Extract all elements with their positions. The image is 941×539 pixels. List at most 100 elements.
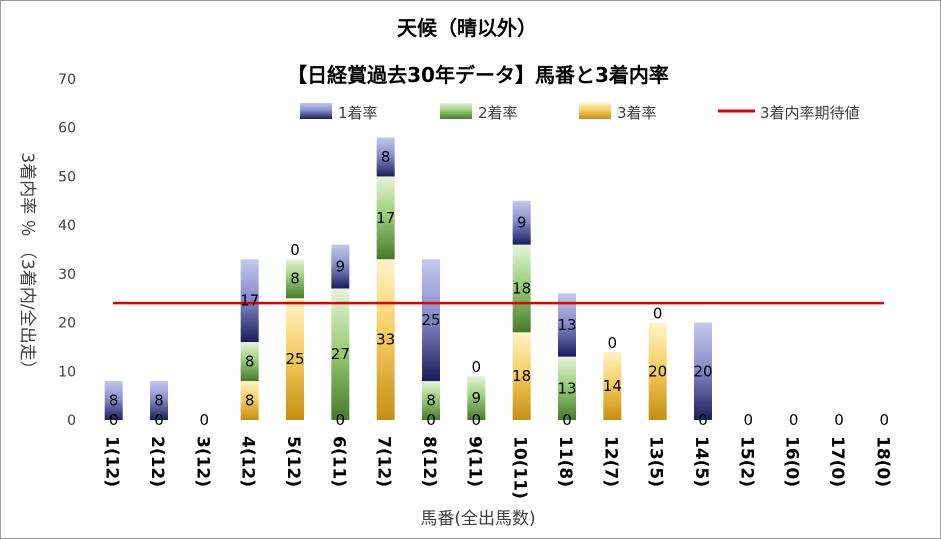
data-label: 0 bbox=[472, 411, 482, 429]
data-label: 8 bbox=[154, 392, 164, 410]
data-label: 0 bbox=[290, 241, 300, 259]
data-label: 8 bbox=[290, 270, 300, 288]
bar-first-4 bbox=[240, 259, 259, 343]
bar-second-11 bbox=[558, 356, 576, 420]
data-label: 9 bbox=[472, 389, 482, 407]
data-label: 27 bbox=[331, 345, 350, 363]
x-tick-label: 4(12) bbox=[238, 436, 258, 487]
data-label: 0 bbox=[109, 411, 119, 429]
bar-third-10 bbox=[512, 332, 531, 420]
data-label: 8 bbox=[381, 148, 391, 166]
x-tick-label: 11(8) bbox=[555, 436, 575, 487]
bar-second-7 bbox=[376, 176, 395, 260]
chart-subtitle: 【日経賞過去30年データ】馬番と3着内率 bbox=[287, 63, 669, 87]
y-tick-label: 0 bbox=[67, 413, 76, 429]
data-label: 13 bbox=[557, 379, 576, 397]
data-label: 13 bbox=[557, 316, 576, 334]
legend-label-1: 1着率 bbox=[338, 104, 378, 122]
data-label: 8 bbox=[426, 392, 436, 410]
x-tick-label: 5(12) bbox=[283, 436, 303, 487]
x-tick-label: 13(5) bbox=[646, 436, 666, 487]
bar-first-1 bbox=[104, 381, 123, 420]
x-tick-label: 1(12) bbox=[102, 436, 122, 487]
y-tick-label: 60 bbox=[58, 121, 76, 137]
data-label: 33 bbox=[376, 331, 395, 349]
legend-label-expected: 3着内率期待値 bbox=[760, 104, 860, 122]
data-label: 9 bbox=[336, 258, 346, 276]
x-tick-label: 10(11) bbox=[510, 436, 530, 499]
x-tick-label: 7(12) bbox=[374, 436, 394, 487]
x-tick-label: 9(11) bbox=[464, 436, 484, 487]
bar-third-13 bbox=[648, 322, 667, 420]
data-label: 0 bbox=[472, 358, 482, 376]
data-label: 0 bbox=[200, 411, 210, 429]
legend-swatch-2 bbox=[440, 103, 472, 119]
y-tick-label: 50 bbox=[58, 169, 76, 185]
data-label: 25 bbox=[421, 311, 440, 329]
y-axis-ticks: 0 10 20 30 40 50 60 70 bbox=[58, 72, 76, 429]
x-axis-title: 馬番(全出馬数) bbox=[420, 509, 535, 529]
data-label: 0 bbox=[789, 411, 799, 429]
bars bbox=[104, 137, 712, 420]
data-label: 0 bbox=[336, 411, 346, 429]
x-tick-label: 2(12) bbox=[147, 436, 167, 487]
x-tick-label: 15(2) bbox=[736, 436, 756, 487]
x-tick-label: 18(0) bbox=[872, 436, 892, 487]
y-tick-label: 20 bbox=[58, 316, 76, 332]
x-tick-label: 16(0) bbox=[782, 436, 802, 487]
bar-third-7 bbox=[376, 259, 395, 420]
y-tick-label: 10 bbox=[58, 364, 76, 380]
data-label: 17 bbox=[240, 292, 259, 310]
bar-second-4 bbox=[240, 342, 259, 382]
data-label: 0 bbox=[608, 334, 618, 352]
bar-third-4 bbox=[240, 381, 259, 420]
data-label: 0 bbox=[744, 411, 754, 429]
legend-label-3: 3着率 bbox=[617, 104, 657, 122]
data-label: 8 bbox=[245, 392, 255, 410]
bar-first-8 bbox=[422, 259, 440, 382]
bar-second-10 bbox=[512, 244, 531, 333]
data-label: 8 bbox=[109, 392, 119, 410]
data-label: 0 bbox=[880, 411, 890, 429]
data-label: 25 bbox=[285, 350, 304, 368]
legend-label-2: 2着率 bbox=[478, 104, 518, 122]
bar-second-5 bbox=[286, 259, 304, 299]
data-label: 9 bbox=[517, 214, 527, 232]
chart-title: 天候（晴以外） bbox=[397, 16, 537, 40]
y-axis-title: 3着内率 ％ （3着内/全出走） bbox=[17, 152, 37, 377]
data-label: 14 bbox=[603, 377, 622, 395]
data-label: 0 bbox=[154, 411, 164, 429]
data-label: 20 bbox=[648, 362, 667, 380]
bar-first-11 bbox=[558, 293, 576, 357]
data-label: 0 bbox=[834, 411, 844, 429]
data-label: 0 bbox=[698, 411, 708, 429]
bar-first-7 bbox=[376, 137, 395, 177]
x-tick-label: 12(7) bbox=[600, 436, 620, 487]
bar-third-12 bbox=[603, 351, 622, 420]
bar-second-6 bbox=[331, 288, 350, 420]
x-tick-label: 3(12) bbox=[192, 436, 212, 487]
data-label: 18 bbox=[512, 279, 531, 297]
bar-first-6 bbox=[331, 244, 350, 289]
y-tick-label: 30 bbox=[58, 267, 76, 283]
x-tick-label: 14(5) bbox=[691, 436, 711, 487]
data-label: 8 bbox=[245, 353, 255, 371]
data-label: 20 bbox=[693, 362, 712, 380]
bar-second-8 bbox=[422, 381, 440, 420]
bar-first-2 bbox=[150, 381, 168, 420]
data-label: 18 bbox=[512, 367, 531, 385]
y-tick-label: 40 bbox=[58, 218, 76, 234]
x-axis-ticks: 1(12) 2(12) 3(12) 4(12) 5(12) 6(11) 7(12) 8(12)… bbox=[102, 436, 893, 499]
x-tick-label: 17(0) bbox=[827, 436, 847, 487]
bar-third-5 bbox=[286, 298, 304, 420]
bar-first-10 bbox=[512, 200, 531, 245]
data-label: 17 bbox=[376, 209, 395, 227]
data-label: 0 bbox=[653, 305, 663, 323]
bar-first-14 bbox=[694, 322, 712, 420]
legend-swatch-3 bbox=[579, 103, 611, 119]
data-label: 0 bbox=[562, 411, 572, 429]
y-tick-label: 70 bbox=[58, 72, 76, 88]
